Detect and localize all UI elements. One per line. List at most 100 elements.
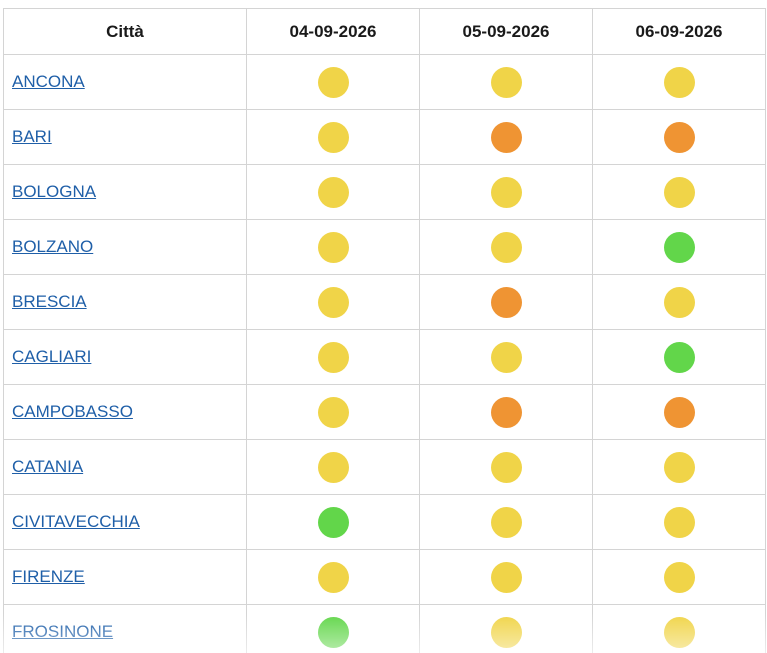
city-link[interactable]: FIRENZE xyxy=(12,567,85,586)
city-link[interactable]: CIVITAVECCHIA xyxy=(12,512,140,531)
city-cell: ANCONA xyxy=(3,54,247,110)
city-cell: CIVITAVECCHIA xyxy=(3,494,247,550)
level-cell xyxy=(592,274,766,330)
level-yellow-dot-icon xyxy=(317,396,349,428)
city-cell: BOLOGNA xyxy=(3,164,247,220)
table-row: BARI xyxy=(3,109,766,165)
level-green-dot-icon xyxy=(663,231,695,263)
level-cell xyxy=(592,384,766,440)
city-cell: CATANIA xyxy=(3,439,247,495)
level-green-dot-icon xyxy=(663,341,695,373)
level-yellow-dot-icon xyxy=(490,451,522,483)
level-orange-dot-icon xyxy=(490,286,522,318)
level-cell xyxy=(246,439,420,495)
level-yellow-dot-icon xyxy=(663,561,695,593)
level-cell xyxy=(246,494,420,550)
city-cell: BRESCIA xyxy=(3,274,247,330)
level-cell xyxy=(592,604,766,653)
city-link[interactable]: BRESCIA xyxy=(12,292,87,311)
level-cell xyxy=(246,109,420,165)
heat-level-table: Città 04-09-2026 05-09-2026 06-09-2026 A… xyxy=(3,8,766,653)
table-row: BRESCIA xyxy=(3,274,766,330)
level-cell xyxy=(419,494,593,550)
level-cell xyxy=(419,109,593,165)
table-row: CAMPOBASSO xyxy=(3,384,766,440)
city-cell: CAGLIARI xyxy=(3,329,247,385)
level-yellow-dot-icon xyxy=(663,616,695,648)
level-yellow-dot-icon xyxy=(663,506,695,538)
level-cell xyxy=(419,439,593,495)
level-cell xyxy=(419,54,593,110)
level-green-dot-icon xyxy=(317,616,349,648)
city-link[interactable]: FROSINONE xyxy=(12,622,114,641)
level-orange-dot-icon xyxy=(663,121,695,153)
column-header-date-2: 05-09-2026 xyxy=(419,8,593,55)
level-cell xyxy=(246,164,420,220)
level-cell xyxy=(592,549,766,605)
level-yellow-dot-icon xyxy=(663,286,695,318)
city-cell: FROSINONE xyxy=(3,604,247,653)
level-yellow-dot-icon xyxy=(663,451,695,483)
city-link[interactable]: CAMPOBASSO xyxy=(12,402,133,421)
level-cell xyxy=(246,54,420,110)
city-cell: BOLZANO xyxy=(3,219,247,275)
level-yellow-dot-icon xyxy=(490,341,522,373)
table-row: FROSINONE xyxy=(3,604,766,653)
table-body: ANCONA BARI BOLOGNA BOLZANO BRESCIA CAGLIARI C… xyxy=(3,54,766,653)
city-cell: BARI xyxy=(3,109,247,165)
level-yellow-dot-icon xyxy=(490,231,522,263)
level-cell xyxy=(246,604,420,653)
level-cell xyxy=(592,329,766,385)
level-yellow-dot-icon xyxy=(317,66,349,98)
city-cell: FIRENZE xyxy=(3,549,247,605)
level-cell xyxy=(246,274,420,330)
level-cell xyxy=(592,164,766,220)
level-cell xyxy=(246,329,420,385)
level-cell xyxy=(419,604,593,653)
level-yellow-dot-icon xyxy=(490,506,522,538)
table-row: CATANIA xyxy=(3,439,766,495)
level-yellow-dot-icon xyxy=(317,341,349,373)
level-yellow-dot-icon xyxy=(490,561,522,593)
city-link[interactable]: BOLZANO xyxy=(12,237,94,256)
level-cell xyxy=(419,274,593,330)
table-row: CIVITAVECCHIA xyxy=(3,494,766,550)
column-header-city: Città xyxy=(3,8,247,55)
level-yellow-dot-icon xyxy=(317,176,349,208)
level-green-dot-icon xyxy=(317,506,349,538)
level-cell xyxy=(246,219,420,275)
level-cell xyxy=(592,109,766,165)
level-yellow-dot-icon xyxy=(490,66,522,98)
level-cell xyxy=(419,384,593,440)
level-cell xyxy=(592,494,766,550)
level-yellow-dot-icon xyxy=(663,66,695,98)
table-row: ANCONA xyxy=(3,54,766,110)
table-row: BOLZANO xyxy=(3,219,766,275)
table-header-row: Città 04-09-2026 05-09-2026 06-09-2026 xyxy=(3,8,766,55)
level-cell xyxy=(419,164,593,220)
level-orange-dot-icon xyxy=(490,121,522,153)
city-cell: CAMPOBASSO xyxy=(3,384,247,440)
city-link[interactable]: ANCONA xyxy=(12,72,85,91)
level-yellow-dot-icon xyxy=(317,561,349,593)
level-yellow-dot-icon xyxy=(663,176,695,208)
table-row: CAGLIARI xyxy=(3,329,766,385)
level-cell xyxy=(419,329,593,385)
city-link[interactable]: CATANIA xyxy=(12,457,84,476)
city-link[interactable]: CAGLIARI xyxy=(12,347,92,366)
level-cell xyxy=(592,54,766,110)
level-orange-dot-icon xyxy=(663,396,695,428)
level-cell xyxy=(246,384,420,440)
level-cell xyxy=(246,549,420,605)
level-yellow-dot-icon xyxy=(317,451,349,483)
level-yellow-dot-icon xyxy=(317,231,349,263)
level-yellow-dot-icon xyxy=(490,176,522,208)
column-header-date-3: 06-09-2026 xyxy=(592,8,766,55)
level-cell xyxy=(419,219,593,275)
table-row: FIRENZE xyxy=(3,549,766,605)
level-yellow-dot-icon xyxy=(317,121,349,153)
level-cell xyxy=(419,549,593,605)
city-link[interactable]: BOLOGNA xyxy=(12,182,97,201)
city-link[interactable]: BARI xyxy=(12,127,52,146)
